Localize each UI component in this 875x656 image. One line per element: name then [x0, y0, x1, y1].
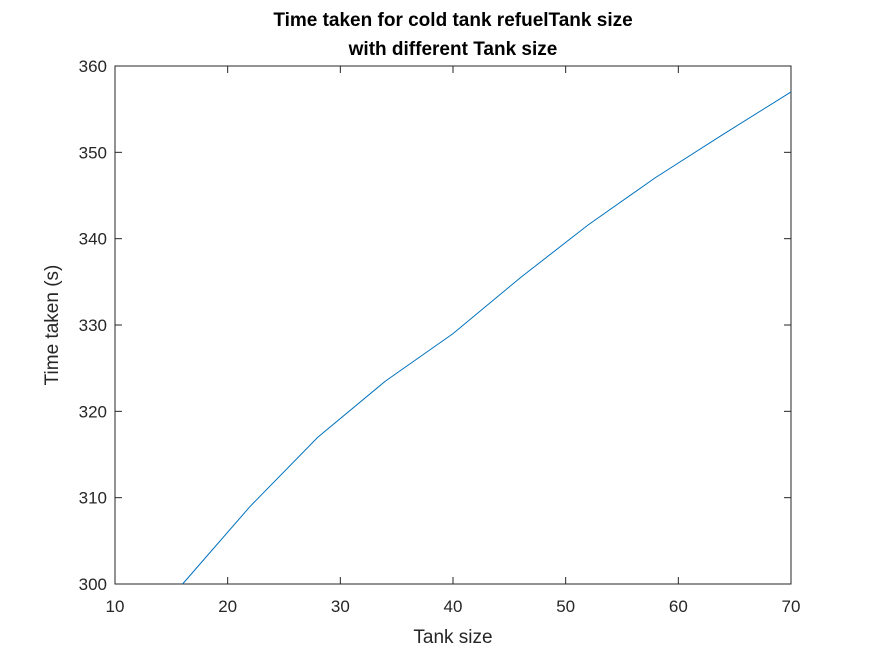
chart-title-line-2: with different Tank size: [348, 39, 558, 60]
series-line: [182, 91, 792, 585]
chart-title-line-1: Time taken for cold tank refuelTank size: [273, 10, 632, 31]
plot-frame: [114, 65, 792, 585]
x-tick-label: 70: [782, 597, 801, 616]
x-tick-label: 20: [218, 597, 237, 616]
y-tick-label: 350: [79, 143, 107, 162]
axis-ticks: 10 20 30 40 50 60 70 300 310 320 330 340 350 360: [79, 57, 801, 616]
x-tick-label: 40: [444, 597, 463, 616]
x-axis-label: Tank size: [413, 627, 492, 648]
x-tick-label: 30: [331, 597, 350, 616]
y-tick-label: 310: [79, 489, 107, 508]
x-tick-label: 50: [556, 597, 575, 616]
y-axis-label: Time taken (s): [42, 265, 63, 386]
x-tick-label: 60: [669, 597, 688, 616]
plot-area: [114, 65, 792, 585]
y-tick-label: 360: [79, 57, 107, 76]
y-tick-label: 320: [79, 402, 107, 421]
y-tick-label: 340: [79, 230, 107, 249]
y-tick-label: 330: [79, 316, 107, 335]
y-tick-label: 300: [79, 575, 107, 594]
data-series: [182, 91, 792, 585]
x-tick-label: 10: [106, 597, 125, 616]
